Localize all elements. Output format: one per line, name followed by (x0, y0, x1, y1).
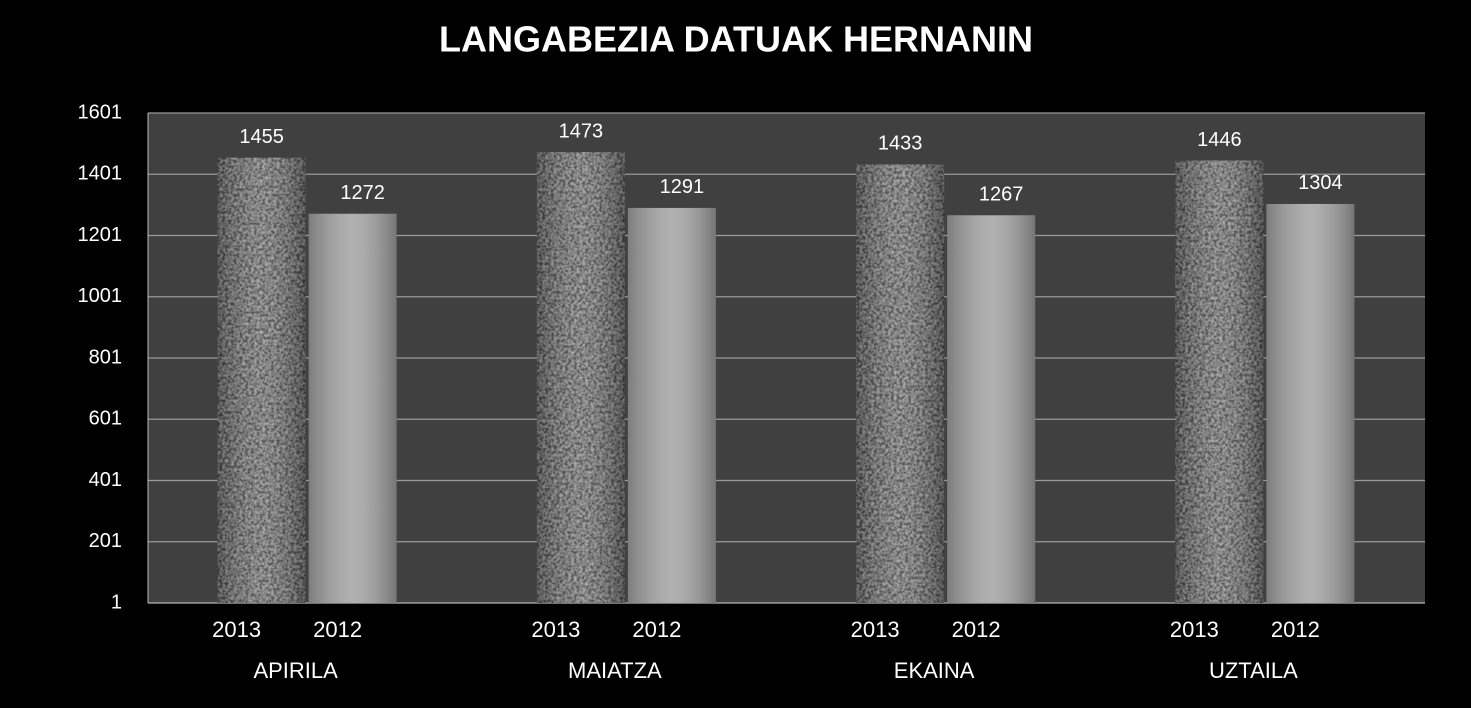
bar (947, 215, 1036, 603)
bar (1175, 160, 1264, 603)
y-tick-label: 1201 (78, 224, 123, 246)
bar (536, 152, 625, 603)
chart-title: LANGABEZIA DATUAK HERNANIN (439, 19, 1033, 60)
y-tick-label: 401 (89, 469, 122, 491)
value-label: 1446 (1197, 129, 1242, 151)
y-tick-label: 1401 (78, 163, 123, 185)
bar (308, 213, 397, 603)
value-label: 1473 (559, 120, 604, 142)
bar (217, 157, 306, 603)
series-label: 2013 (531, 617, 580, 642)
x-tick-label: MAIATZA (568, 658, 662, 683)
value-label: 1304 (1298, 172, 1343, 194)
y-tick-label: 201 (89, 530, 122, 552)
bar (1266, 203, 1355, 604)
series-label: 2012 (952, 617, 1001, 642)
y-tick-label: 801 (89, 346, 122, 368)
y-tick-label: 601 (89, 408, 122, 430)
bar (856, 164, 945, 603)
series-label: 2013 (1170, 617, 1219, 642)
x-tick-label: UZTAILA (1209, 658, 1298, 683)
y-tick-label: 1 (111, 591, 122, 613)
x-tick-label: EKAINA (894, 658, 975, 683)
series-label: 2012 (1271, 617, 1320, 642)
series-label: 2013 (851, 617, 900, 642)
value-label: 1267 (979, 184, 1024, 206)
x-tick-label: APIRILA (253, 658, 338, 683)
value-label: 1291 (660, 176, 705, 198)
bar (627, 207, 716, 603)
y-tick-label: 1001 (78, 285, 123, 307)
value-label: 1272 (340, 182, 385, 204)
value-label: 1455 (239, 126, 284, 148)
series-label: 2012 (632, 617, 681, 642)
value-label: 1433 (878, 133, 923, 155)
series-label: 2012 (313, 617, 362, 642)
y-tick-label: 1601 (78, 101, 123, 123)
series-label: 2013 (212, 617, 261, 642)
